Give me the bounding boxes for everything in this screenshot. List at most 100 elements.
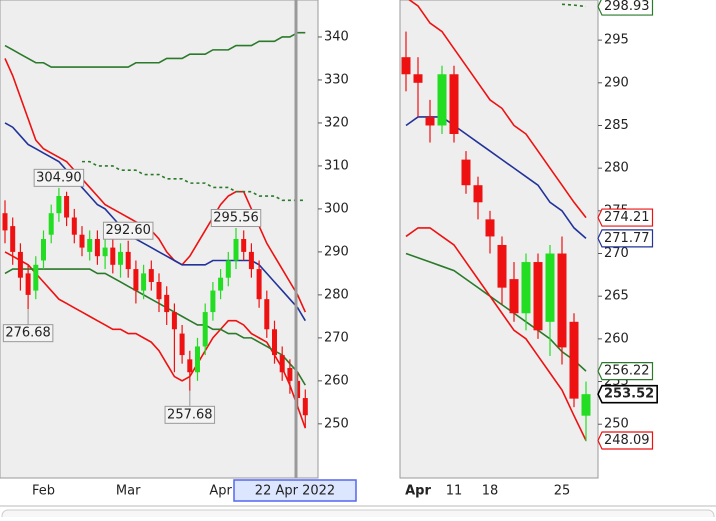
indicator-line: [405, 116, 587, 240]
candle-body: [10, 226, 16, 252]
candle-body: [295, 380, 301, 399]
candle-body: [171, 312, 177, 330]
y-tick-label: 290: [324, 244, 349, 259]
indicator-line: [4, 268, 306, 386]
y-tick-label: 330: [324, 72, 349, 87]
y-tick-label: 280: [324, 287, 349, 302]
candle-body: [133, 269, 139, 291]
candle-body: [17, 251, 23, 278]
x-tick-label: Apr: [209, 484, 232, 499]
candle-body: [79, 234, 85, 248]
x-tick-label: 11: [446, 484, 463, 499]
indicator-line: [405, 227, 587, 441]
candle-body: [87, 239, 93, 252]
candle-body: [461, 159, 471, 186]
candle-body: [233, 239, 239, 261]
candle-body: [545, 253, 555, 322]
crosshair-date: 22 Apr 2022: [255, 484, 335, 499]
candle-body: [187, 359, 193, 373]
candle-body: [141, 273, 147, 291]
candle-body: [202, 312, 208, 347]
value-flag-box: [597, 431, 654, 450]
indicator-line: [4, 251, 307, 429]
candle-body: [302, 398, 308, 416]
y-tick-label: 295: [604, 33, 629, 48]
candle-body: [248, 251, 254, 270]
candle-body: [485, 219, 495, 237]
price-label-box: [210, 208, 262, 227]
candle-body: [156, 281, 162, 300]
y-tick-label: 260: [604, 331, 629, 346]
value-flag-box: [597, 362, 654, 381]
candle-body: [48, 213, 54, 235]
indicator-line: [561, 3, 587, 8]
candle-body: [118, 251, 123, 265]
value-flag-box: [597, 384, 658, 404]
y-tick-label: 250: [604, 417, 629, 432]
value-flag: 256.22: [604, 364, 650, 379]
price-label-box: [102, 221, 154, 240]
candle-body: [425, 116, 435, 126]
candle-body: [218, 277, 224, 291]
value-flag: 274.21: [604, 210, 650, 225]
y-tick-label: 290: [604, 75, 629, 90]
candle-body: [195, 346, 200, 373]
price-label: 304.90: [36, 170, 82, 185]
candle-body: [256, 269, 262, 300]
indicator-line: [408, 0, 587, 219]
candle-body: [497, 244, 507, 288]
candle-body: [557, 253, 567, 348]
candle-body: [225, 260, 231, 278]
x-tick-label: Feb: [32, 484, 55, 499]
price-label: 257.68: [167, 407, 213, 422]
y-tick-label: 310: [324, 158, 349, 173]
value-flag: 253.52: [604, 387, 654, 402]
y-tick-label: 280: [604, 161, 629, 176]
candle-body: [64, 196, 70, 218]
plot-area: [399, 0, 599, 479]
candle-body: [125, 251, 131, 270]
y-tick-label: 265: [604, 289, 629, 304]
candle-body: [272, 329, 277, 356]
indicator-line: [4, 31, 306, 68]
y-tick-label: 260: [324, 373, 349, 388]
y-tick-label: 300: [324, 201, 349, 216]
candle-body: [94, 239, 100, 257]
indicator-line: [405, 252, 587, 372]
candle-body: [509, 279, 519, 314]
indicator-line: [4, 122, 306, 322]
y-tick-label: 250: [324, 416, 349, 431]
candle-body: [179, 333, 185, 356]
candle-body: [25, 273, 31, 295]
y-tick-label: 320: [324, 115, 349, 130]
x-tick-label: 18: [482, 484, 499, 499]
price-label-box: [164, 405, 216, 424]
candle-body: [241, 239, 247, 252]
candle-body: [33, 264, 39, 291]
candle-body: [110, 247, 116, 265]
value-flag: 298.93: [604, 0, 650, 14]
x-tick-label: Mar: [116, 484, 141, 499]
crosshair-date-box: [233, 479, 357, 502]
value-flag: 271.77: [604, 231, 650, 246]
value-flag-box: [597, 208, 654, 227]
candle-body: [279, 355, 285, 373]
candle-body: [437, 74, 447, 126]
candle-body: [521, 262, 531, 314]
candle-body: [56, 196, 62, 214]
y-tick-label: 270: [324, 330, 349, 345]
price-label-box: [2, 324, 54, 343]
bottom-panel: [1, 509, 715, 521]
plot-layer: [2, 31, 308, 429]
value-flag: 248.09: [604, 433, 650, 448]
candle-body: [148, 269, 154, 282]
price-label: 295.56: [213, 210, 259, 225]
candle-body: [164, 294, 170, 313]
value-flag-box: [597, 0, 654, 16]
candle-body: [581, 394, 591, 416]
candle-body: [473, 185, 483, 203]
candle-body: [102, 247, 108, 257]
x-tick-label: Apr: [405, 484, 431, 499]
y-tick-label: 270: [604, 246, 629, 261]
